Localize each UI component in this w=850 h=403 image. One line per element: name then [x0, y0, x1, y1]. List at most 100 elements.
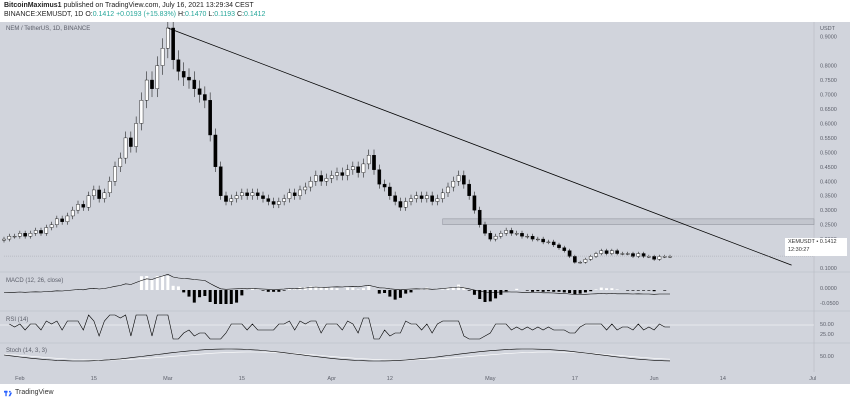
candle-body [49, 224, 54, 228]
stoch-d-line [3, 351, 671, 361]
candle-body [33, 230, 38, 234]
candle-body [277, 201, 281, 205]
macd-bar [663, 290, 667, 291]
candle-body [657, 256, 662, 260]
chart-canvas[interactable]: 0.9000 0.8000 0.7500 0.7000 0.6500 0.6000 0.55… [0, 22, 850, 384]
macd-bar [166, 276, 170, 290]
candle-body [620, 253, 625, 255]
rsi-line [9, 314, 670, 340]
candle-body [440, 192, 445, 199]
macd-bar [224, 290, 228, 304]
macd-bar [451, 287, 455, 290]
time-axis-label: Jun [650, 376, 659, 382]
candle-body [113, 166, 117, 182]
candle-body [70, 209, 75, 217]
ohlc-high-label: H: [177, 11, 185, 18]
publish-text: published on TradingView.com, July 16, 2… [61, 2, 254, 9]
price-tick-label: 0.1000 [820, 266, 837, 272]
price-tick-label: 0.7000 [820, 93, 837, 99]
candle-body [261, 195, 265, 199]
candle-body [345, 169, 350, 176]
macd-bar [393, 290, 397, 300]
macd-bar [583, 290, 587, 293]
footer-brand[interactable]: TradingView [15, 389, 54, 396]
ohlc-close: 0.1412 [244, 11, 266, 18]
candle-body [250, 192, 255, 196]
candle-body [266, 198, 271, 202]
time-axis-label: Mar [163, 376, 173, 382]
macd-bar [652, 290, 656, 292]
macd-bar [309, 286, 313, 290]
candle-body [39, 230, 43, 234]
author-name[interactable]: BitcoinMaximus1 [4, 2, 62, 9]
macd-bar [187, 290, 191, 297]
macd-bar [541, 290, 545, 292]
candle-body [573, 256, 577, 263]
candle-body [287, 192, 292, 199]
candle-body [176, 59, 181, 72]
time-axis-label: 12 [387, 376, 393, 382]
time-axis-label: 14 [720, 376, 726, 382]
candle-body [604, 250, 609, 254]
macd-bar [240, 290, 244, 296]
currency-label: USDT [820, 26, 836, 32]
price-tick-label: 0.9000 [820, 35, 837, 41]
candle-body [2, 238, 6, 241]
candle-body [308, 181, 313, 188]
candle-body [631, 253, 635, 257]
macd-bar [483, 290, 487, 302]
macd-bar [261, 290, 265, 291]
ohlc-high: 0.1470 [184, 11, 207, 18]
macd-bar [441, 289, 445, 290]
macd-bar [568, 290, 572, 293]
candle-body [319, 175, 323, 182]
macd-bar [198, 290, 202, 298]
candle-body [488, 233, 493, 240]
macd-bar [615, 289, 619, 290]
candle-body [314, 175, 318, 182]
candle-body [329, 175, 334, 179]
candle-body [430, 195, 434, 202]
macd-bar [546, 290, 550, 292]
macd-bar [573, 290, 577, 295]
macd-bar [642, 290, 646, 291]
candle-body [351, 166, 355, 170]
macd-bar [272, 290, 276, 292]
macd-bar [208, 290, 212, 302]
macd-bar [356, 289, 360, 290]
macd-bar [636, 290, 640, 291]
time-axis-label: May [485, 376, 496, 382]
candle-body [92, 189, 96, 196]
candle-body [377, 169, 382, 185]
candle-body [229, 198, 234, 202]
macd-bar [351, 287, 355, 290]
macd-bar [293, 288, 297, 290]
candle-body [18, 233, 22, 237]
rsi-tick-label: 50.00 [820, 322, 834, 328]
macd-bar [531, 290, 535, 292]
price-tag-text: XEMUSDT • 0.1412 [788, 239, 837, 245]
macd-bar [324, 287, 328, 290]
macd-bar [229, 290, 233, 304]
macd-pane-label: MACD (12, 26, close) [6, 278, 64, 284]
ohlc-open-label: O: [85, 11, 93, 18]
macd-bar [398, 290, 402, 298]
macd-bar [235, 290, 239, 303]
candle-body [107, 181, 112, 194]
main-pane-label: NEM / TetherUS, 1D, BINANCE [6, 26, 91, 32]
candle-body [499, 233, 503, 237]
candle-body [160, 48, 165, 66]
ohlc-change: +0.0193 (+15.83%) [116, 11, 177, 18]
candle-body [525, 235, 530, 238]
chart-area[interactable]: 0.9000 0.8000 0.7500 0.7000 0.6500 0.6000 0.55… [0, 22, 850, 384]
macd-bar [203, 290, 207, 296]
candle-body [551, 241, 556, 246]
macd-bar [367, 285, 371, 290]
macd-bar [631, 290, 635, 291]
candle-body [398, 201, 403, 208]
candle-body [335, 172, 339, 176]
macd-bar [176, 286, 180, 290]
candle-body [472, 195, 477, 211]
macd-bar [287, 288, 291, 290]
candle-body [224, 195, 228, 202]
